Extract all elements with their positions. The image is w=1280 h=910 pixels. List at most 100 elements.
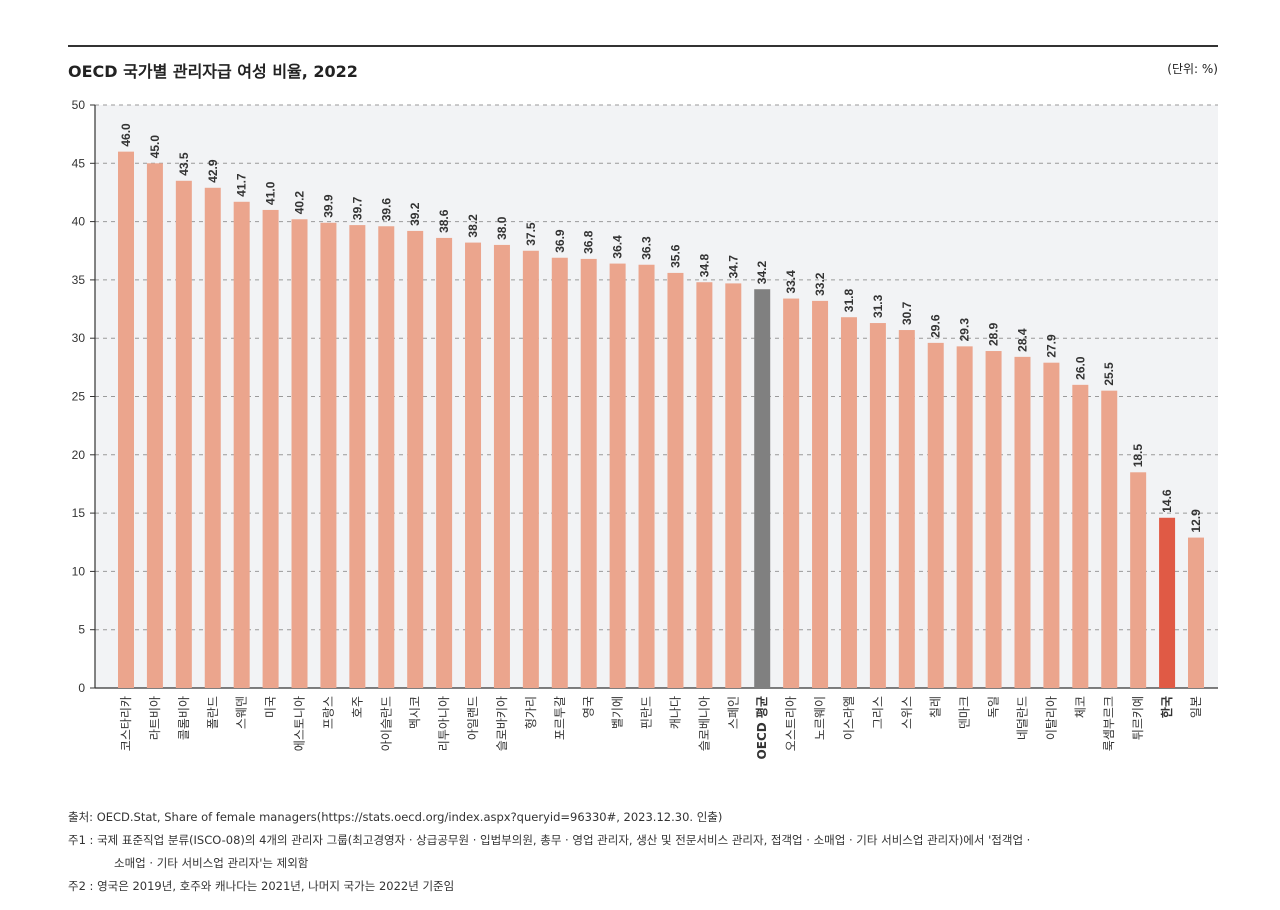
bar — [262, 209, 279, 688]
category-label: 스위스 — [900, 696, 914, 729]
bar — [985, 351, 1002, 688]
data-label: 34.7 — [726, 255, 740, 279]
data-label: 36.4 — [611, 235, 625, 259]
data-label: 29.3 — [958, 318, 972, 342]
y-tick-label: 20 — [72, 448, 86, 462]
data-label: 39.7 — [350, 196, 364, 220]
category-label: 헝가리 — [524, 696, 538, 729]
data-label: 28.4 — [1015, 328, 1029, 352]
category-label: 영국 — [582, 696, 596, 718]
bar — [349, 225, 366, 688]
bar — [927, 342, 944, 688]
category-label: 오스트리아 — [784, 696, 798, 751]
bar — [1159, 517, 1176, 688]
category-label: 슬로바키아 — [495, 696, 509, 751]
bar — [869, 323, 886, 688]
category-label: 슬로베니아 — [697, 696, 711, 751]
bar — [146, 163, 163, 689]
category-label: 이탈리아 — [1044, 696, 1058, 740]
bar — [204, 187, 221, 688]
category-label: 아일랜드 — [466, 696, 480, 740]
data-label: 41.7 — [235, 173, 249, 197]
y-tick-label: 45 — [72, 156, 86, 170]
category-label: 라트비아 — [148, 696, 162, 740]
bar — [1043, 362, 1060, 688]
category-label: 네덜란드 — [1015, 696, 1029, 740]
data-label: 18.5 — [1131, 444, 1145, 468]
note-2: 주2 : 영국은 2019년, 호주와 캐나다는 2021년, 나머지 국가는 … — [68, 879, 455, 893]
bar — [378, 226, 395, 689]
category-label: 캐나다 — [668, 696, 682, 729]
bar — [898, 330, 915, 688]
category-label: 에스토니아 — [293, 696, 307, 751]
data-label: 38.0 — [495, 216, 509, 240]
category-label: 일본 — [1189, 696, 1203, 718]
data-label: 46.0 — [119, 123, 133, 147]
data-label: 38.6 — [437, 209, 451, 233]
bar — [1014, 356, 1031, 688]
bar — [696, 282, 713, 688]
bar-chart: 0 5 10 15 20 25 30 35 40 45 50 46.0 코스타리카 45.0 라트비아 43.… — [72, 98, 1218, 759]
data-label: 41.0 — [264, 181, 278, 205]
y-tick-label: 35 — [72, 273, 86, 287]
chart-title: OECD 국가별 관리자급 여성 비율, 2022 — [68, 62, 358, 81]
source-note: 출처: OECD.Stat, Share of female managers(… — [68, 810, 723, 824]
data-label: 35.6 — [668, 244, 682, 268]
category-label: 덴마크 — [958, 696, 972, 729]
category-label: 그리스 — [871, 696, 885, 729]
data-label: 39.6 — [379, 198, 393, 222]
unit-label: (단위: %) — [1167, 62, 1218, 76]
y-tick-label: 10 — [72, 564, 86, 578]
data-label: 12.9 — [1189, 509, 1203, 533]
y-tick-label: 15 — [72, 506, 86, 520]
category-label: 호주 — [350, 696, 364, 718]
bar — [320, 222, 337, 689]
category-label: 칠레 — [929, 696, 943, 718]
category-label: 체코 — [1073, 696, 1087, 718]
bar — [580, 258, 597, 688]
data-label: 38.2 — [466, 214, 480, 238]
bar — [1130, 472, 1147, 688]
data-label: 31.3 — [871, 294, 885, 318]
data-label: 42.9 — [206, 159, 220, 183]
category-label: 포르투갈 — [553, 696, 567, 740]
y-tick-label: 0 — [78, 681, 85, 695]
category-label: 노르웨이 — [813, 696, 827, 740]
category-label: 벨기에 — [611, 696, 625, 729]
y-tick-label: 25 — [72, 390, 86, 404]
category-label: 리투아니아 — [437, 696, 451, 751]
category-label: 미국 — [264, 696, 278, 718]
category-label: 한국 — [1159, 696, 1174, 718]
bar — [118, 151, 134, 688]
y-tick-label: 40 — [72, 215, 86, 229]
data-label: 25.5 — [1102, 362, 1116, 386]
data-label: 37.5 — [524, 222, 538, 246]
bar — [754, 289, 771, 688]
category-label: 폴란드 — [206, 696, 220, 729]
category-label: 코스타리카 — [119, 696, 133, 751]
bar — [1072, 384, 1089, 688]
category-label: 독일 — [987, 696, 1001, 718]
bar — [291, 219, 308, 688]
y-tick-label: 5 — [78, 623, 85, 637]
data-label: 28.9 — [987, 322, 1001, 346]
data-label: 40.2 — [293, 191, 307, 215]
y-tick-label: 50 — [72, 98, 86, 112]
data-label: 34.8 — [697, 254, 711, 278]
data-label: 31.8 — [842, 289, 856, 313]
bar — [812, 300, 829, 688]
bar — [175, 180, 192, 689]
data-label: 29.6 — [929, 314, 943, 338]
data-label: 30.7 — [900, 301, 914, 325]
bar — [493, 244, 510, 689]
bar — [407, 230, 424, 689]
data-label: 33.4 — [784, 270, 798, 294]
bar — [840, 317, 857, 688]
data-label: 43.5 — [177, 152, 191, 176]
data-label: 36.9 — [553, 229, 567, 253]
data-label: 45.0 — [148, 135, 162, 159]
category-label: 룩셈부르크 — [1102, 696, 1116, 751]
bar — [436, 237, 453, 688]
category-label: 핀란드 — [640, 696, 654, 729]
bar — [609, 263, 626, 688]
